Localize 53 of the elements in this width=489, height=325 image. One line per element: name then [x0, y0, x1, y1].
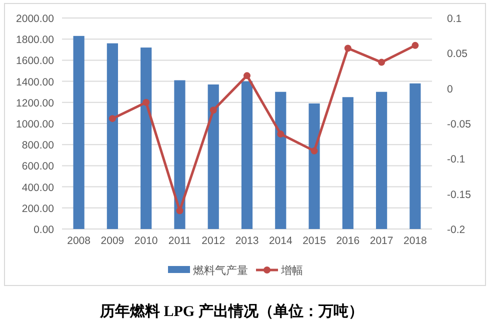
x-tick-label: 2017 [370, 235, 394, 247]
y2-tick-label: -0.2 [447, 224, 466, 236]
text: 历年燃料 LPG 产出情况（单位：万吨） [99, 303, 364, 320]
x-tick-label: 2008 [67, 235, 91, 247]
point [277, 130, 284, 138]
y-tick-label: 2000.00 [16, 13, 54, 25]
y-tick-label: 1000.00 [16, 118, 54, 130]
x-tick-label: 2010 [134, 235, 158, 247]
y2-tick-label: -0.1 [447, 154, 466, 166]
point [378, 58, 386, 66]
x-tick-label: 2012 [202, 235, 226, 247]
bar [410, 83, 421, 229]
y-tick-label: 600.00 [22, 160, 54, 173]
x-tick-label: 2013 [235, 235, 259, 247]
y-tick-label: 0.00 [34, 224, 54, 236]
x-tick-label: 2014 [268, 235, 292, 247]
x-tick-label: 2018 [404, 235, 428, 247]
bar [275, 92, 286, 229]
y2-tick-label: 0.1 [447, 13, 462, 25]
y-tick-label: 200.00 [22, 202, 54, 215]
point [108, 115, 116, 122]
legend-label: 增幅 [280, 265, 303, 277]
y-tick-label: 800.00 [22, 140, 54, 152]
y-tick-label: 1400.00 [16, 76, 54, 88]
bar [208, 84, 219, 229]
bar [174, 80, 186, 229]
bar [140, 48, 152, 229]
x-tick-label: 2011 [168, 235, 192, 247]
point [210, 106, 217, 114]
y-tick-label: 1200.00 [16, 97, 54, 110]
y2-tick-label: 0 [447, 83, 453, 96]
point [412, 42, 419, 49]
bar [342, 97, 354, 229]
bar [73, 36, 84, 229]
x-tick-label: 2009 [100, 235, 124, 247]
y2-tick-label: -0.05 [447, 118, 472, 130]
y-tick-label: 400.00 [22, 182, 54, 194]
bar [376, 92, 388, 229]
legend-label: 燃料气产量 [193, 264, 248, 277]
x-tick-label: 2016 [336, 235, 360, 247]
bar [241, 81, 253, 229]
point [310, 147, 318, 154]
point [244, 72, 250, 80]
y-tick-label: 1800.00 [16, 34, 54, 46]
y2-tick-label: 0.05 [447, 48, 468, 60]
x-tick-label: 2015 [302, 235, 326, 247]
point [176, 207, 184, 214]
point [142, 98, 150, 106]
bar [106, 43, 118, 229]
bar [308, 103, 320, 229]
y2-tick-label: -0.15 [447, 188, 472, 201]
point [344, 44, 352, 52]
y-tick-label: 1600.00 [16, 55, 54, 68]
